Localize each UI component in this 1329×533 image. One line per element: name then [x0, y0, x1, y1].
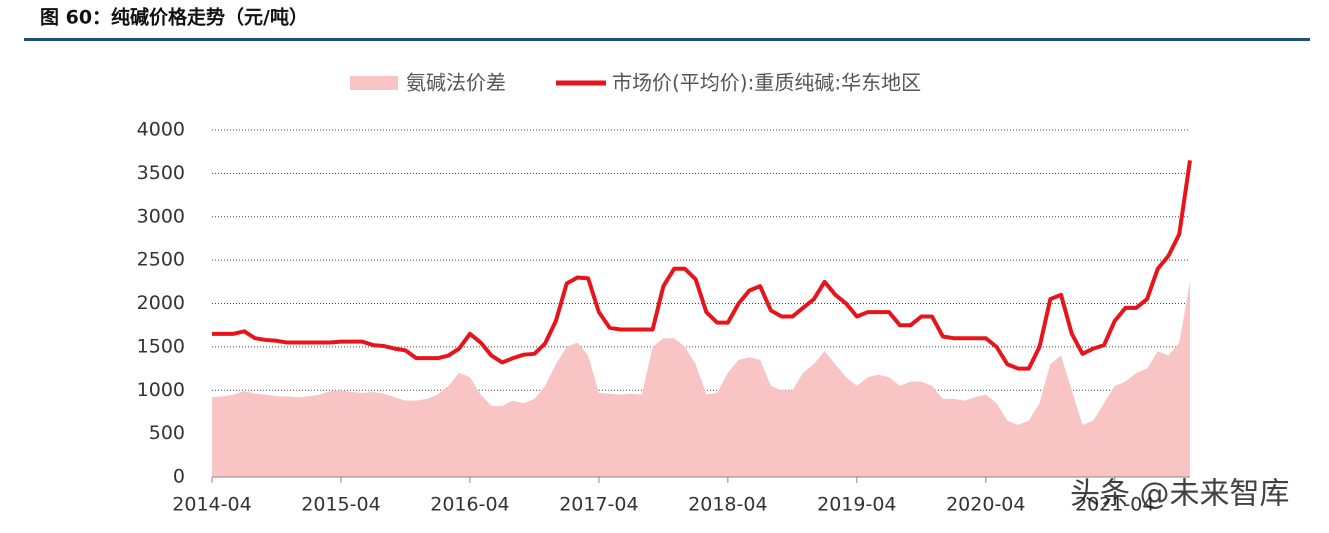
y-tick-label: 3000: [137, 205, 185, 227]
y-tick-label: 2000: [137, 292, 185, 314]
x-tick-label: 2014-04: [172, 494, 251, 516]
x-tick-label: 2018-04: [688, 494, 767, 516]
legend-label: 市场价(平均价):重质纯碱:华东地区: [612, 71, 921, 95]
x-tick-label: 2019-04: [817, 494, 896, 516]
title-rule: [24, 38, 1310, 41]
x-tick-label: 2017-04: [559, 494, 638, 516]
x-tick-label: 2020-04: [946, 494, 1025, 516]
x-tick-label: 2021-04: [1075, 494, 1154, 516]
y-tick-label: 2500: [137, 249, 185, 271]
x-tick-label: 2015-04: [301, 494, 380, 516]
y-tick-label: 500: [149, 422, 185, 444]
y-tick-label: 3500: [137, 162, 185, 184]
legend-label: 氨碱法价差: [406, 71, 506, 95]
chart-title: 图 60：纯碱价格走势（元/吨）: [40, 6, 308, 29]
area: [212, 281, 1190, 477]
legend-swatch: [350, 76, 398, 90]
y-tick-label: 1000: [137, 379, 185, 401]
y-tick-label: 4000: [137, 119, 185, 141]
x-tick-label: 2016-04: [430, 494, 509, 516]
y-tick-label: 1500: [137, 335, 185, 357]
line: [212, 160, 1192, 371]
watermark: 头条 @未来智库: [1070, 477, 1290, 512]
y-tick-label: 0: [173, 466, 185, 488]
